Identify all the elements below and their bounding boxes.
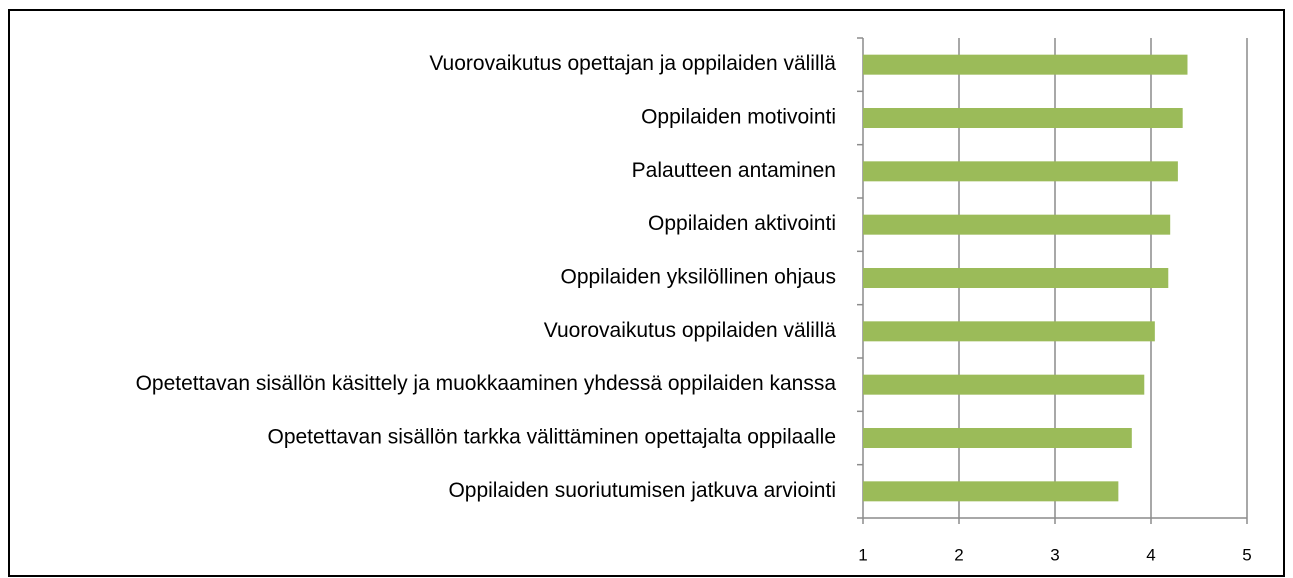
y-tick-label: Opetettavan sisällön käsittely ja muokka… bbox=[136, 372, 837, 395]
y-tick-label: Vuorovaikutus opettajan ja oppilaiden vä… bbox=[429, 52, 836, 75]
bar bbox=[863, 54, 1188, 75]
bar bbox=[863, 161, 1178, 182]
bar bbox=[863, 321, 1155, 342]
x-tick-label: 2 bbox=[954, 545, 963, 564]
y-tick-label: Palautteen antaminen bbox=[632, 159, 836, 182]
bar bbox=[863, 268, 1169, 288]
bar bbox=[863, 428, 1132, 448]
x-tick-label: 1 bbox=[858, 545, 867, 564]
y-tick-label: Oppilaiden suoriutumisen jatkuva arvioin… bbox=[448, 479, 836, 502]
bar bbox=[863, 108, 1183, 128]
bar bbox=[863, 214, 1171, 235]
bar bbox=[863, 374, 1145, 395]
y-tick-label: Oppilaiden motivointi bbox=[641, 106, 836, 129]
y-tick-label: Opetettavan sisällön tarkka välittäminen… bbox=[267, 426, 836, 449]
bar bbox=[863, 481, 1119, 502]
x-tick-label: 3 bbox=[1050, 545, 1059, 564]
x-tick-label: 5 bbox=[1242, 545, 1251, 564]
x-tick-label: 4 bbox=[1146, 545, 1155, 564]
y-tick-label: Oppilaiden aktivointi bbox=[648, 212, 836, 235]
y-tick-label: Vuorovaikutus oppilaiden välillä bbox=[544, 319, 837, 342]
y-tick-label: Oppilaiden yksilöllinen ohjaus bbox=[560, 266, 836, 289]
